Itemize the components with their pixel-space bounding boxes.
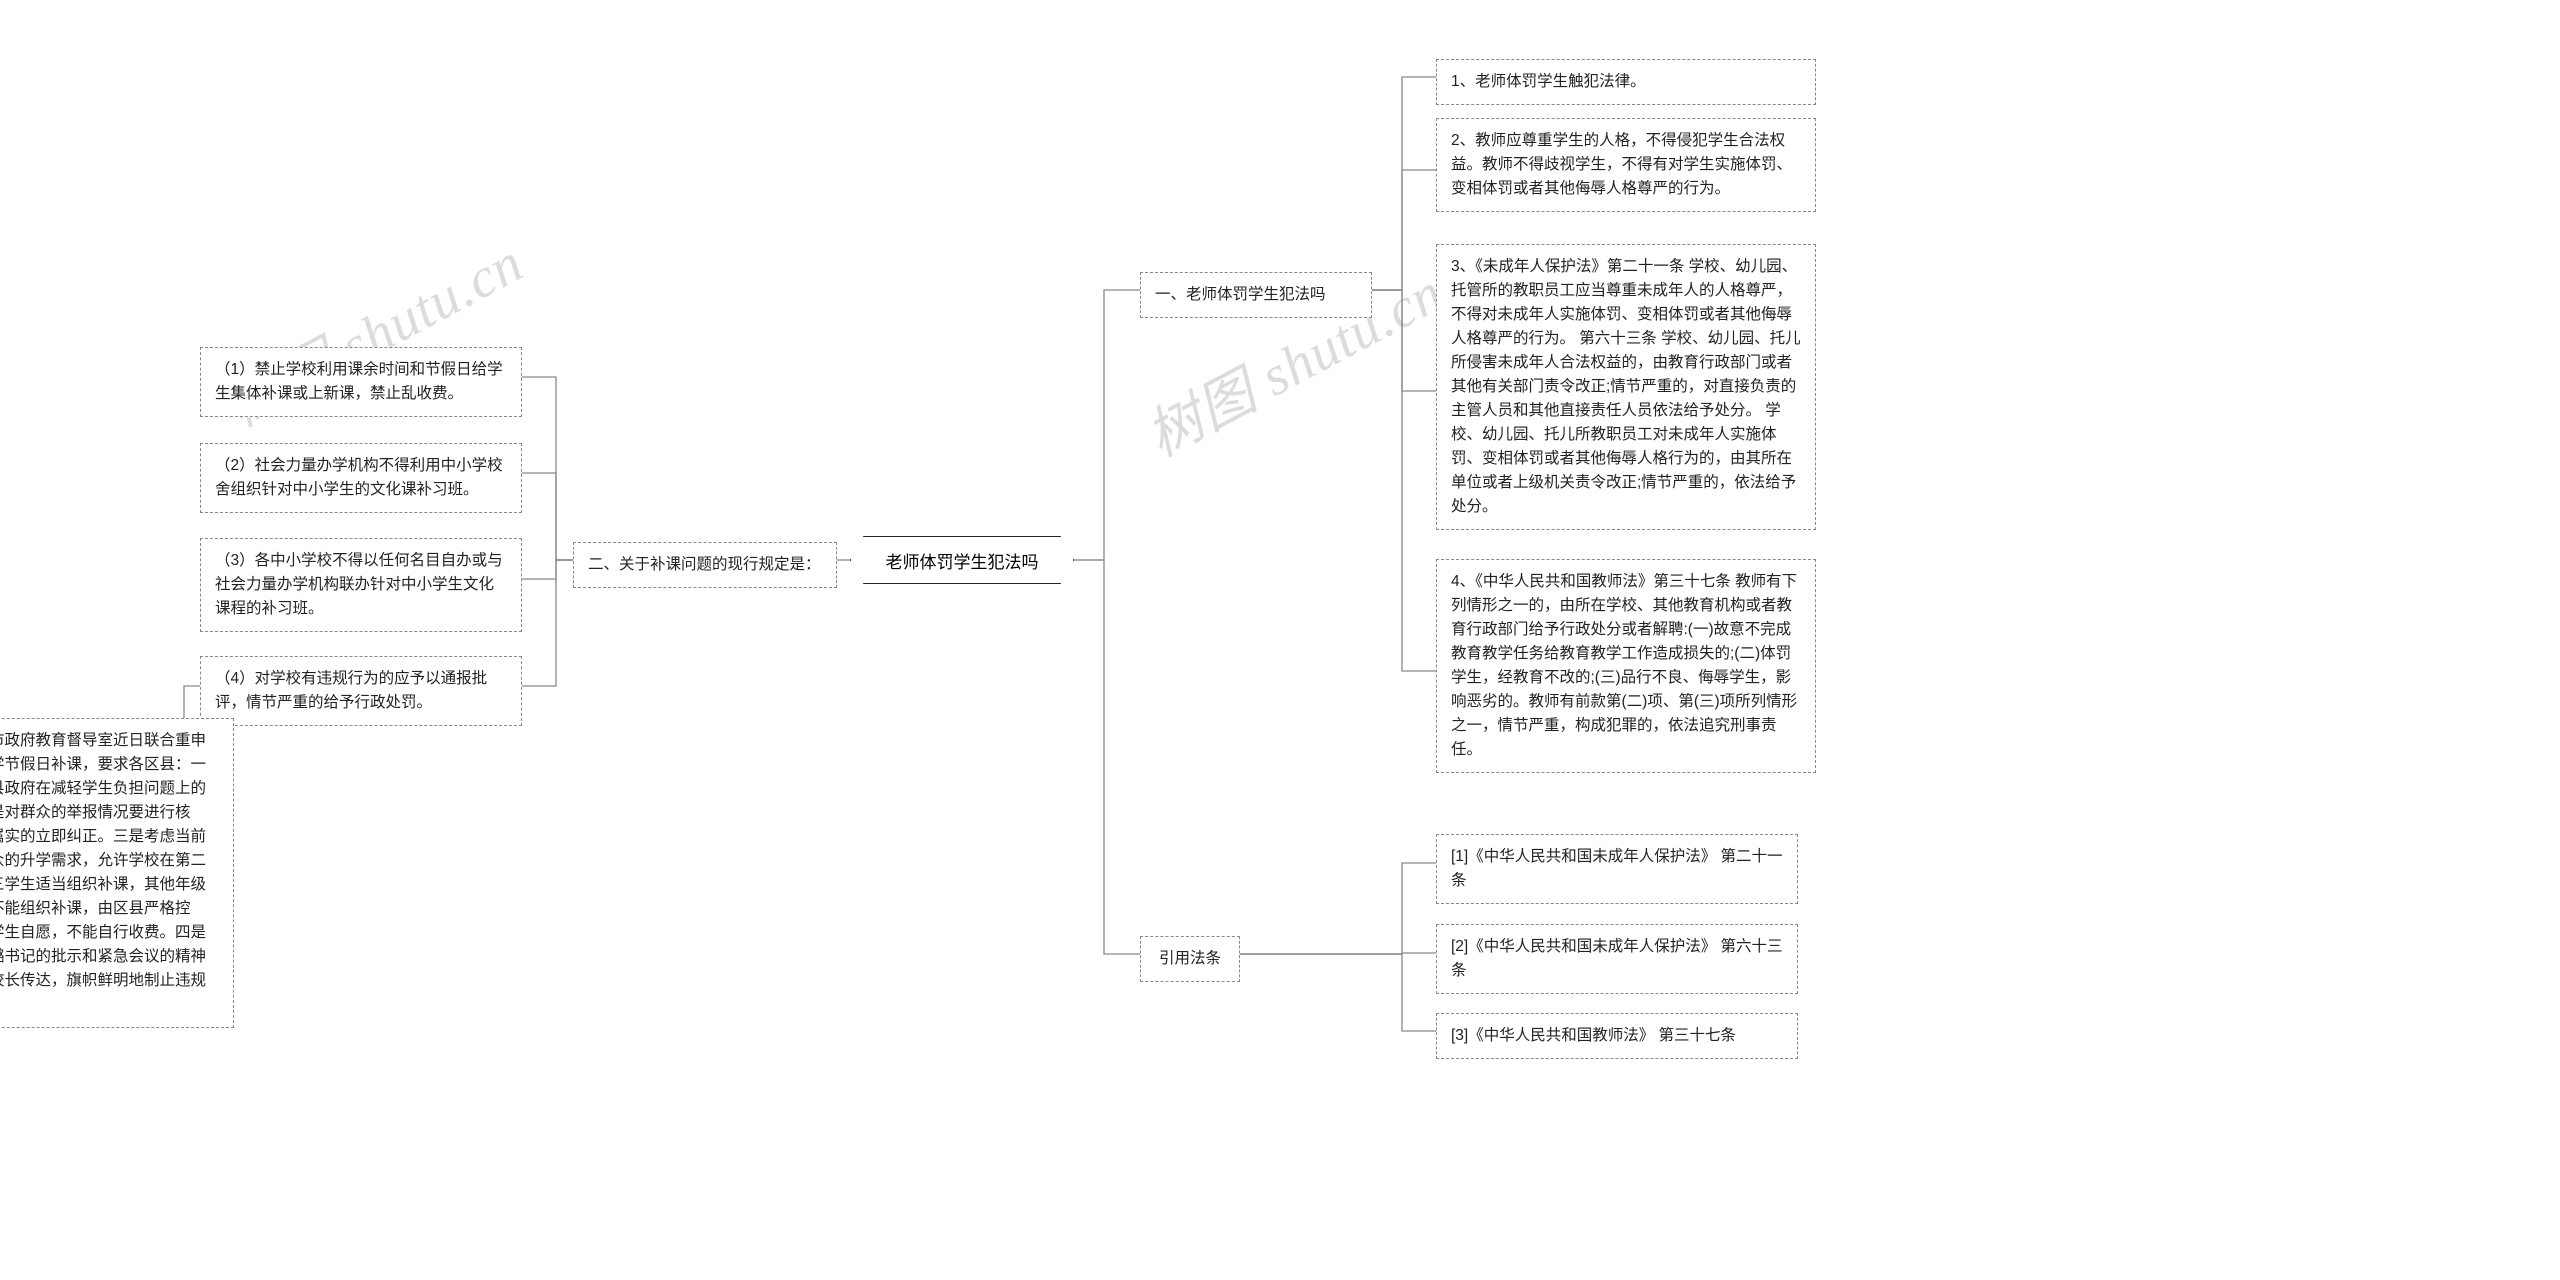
root-label: 老师体罚学生犯法吗 (886, 548, 1039, 573)
node-text: [1]《中华人民共和国未成年人保护法》 第二十一条 (1451, 848, 1783, 889)
node-text: （2）社会力量办学机构不得利用中小学校舍组织针对中小学生的文化课补习班。 (215, 457, 503, 498)
node-text: 1、老师体罚学生触犯法律。 (1451, 73, 1646, 90)
branch-2[interactable]: 二、关于补课问题的现行规定是： (573, 542, 837, 588)
branch-1-child-1[interactable]: 1、老师体罚学生触犯法律。 (1436, 59, 1816, 105)
node-text: （1）禁止学校利用课余时间和节假日给学生集体补课或上新课，禁止乱收费。 (215, 361, 503, 402)
branch-2-label: 二、关于补课问题的现行规定是： (588, 556, 821, 573)
branch-2-child-1[interactable]: （1）禁止学校利用课余时间和节假日给学生集体补课或上新课，禁止乱收费。 (200, 347, 522, 417)
node-text: （4）对学校有违规行为的应予以通报批评，情节严重的给予行政处罚。 (215, 670, 487, 711)
node-text: 2、教师应尊重学生的人格，不得侵犯学生合法权益。教师不得歧视学生，不得有对学生实… (1451, 132, 1792, 197)
branch-3-child-2[interactable]: [2]《中华人民共和国未成年人保护法》 第六十三条 (1436, 924, 1798, 994)
branch-3-child-3[interactable]: [3]《中华人民共和国教师法》 第三十七条 (1436, 1013, 1798, 1059)
branch-1[interactable]: 一、老师体罚学生犯法吗 (1140, 272, 1372, 318)
connectors-layer (0, 0, 2560, 1280)
branch-3[interactable]: 引用法条 (1140, 936, 1240, 982)
branch-1-label: 一、老师体罚学生犯法吗 (1155, 286, 1326, 303)
branch-1-child-2[interactable]: 2、教师应尊重学生的人格，不得侵犯学生合法权益。教师不得歧视学生，不得有对学生实… (1436, 118, 1816, 212)
node-text: 3、《未成年人保护法》第二十一条 学校、幼儿园、托管所的教职员工应当尊重未成年人… (1451, 258, 1801, 515)
node-text: [3]《中华人民共和国教师法》 第三十七条 (1451, 1027, 1736, 1044)
node-text: 市教委、市政府教育督导室近日联合重申严禁中小学节假日补课，要求各区县：一是落实区… (0, 732, 206, 1013)
branch-2-child-4-sub[interactable]: 市教委、市政府教育督导室近日联合重申严禁中小学节假日补课，要求各区县：一是落实区… (0, 718, 234, 1028)
branch-1-child-4[interactable]: 4、《中华人民共和国教师法》第三十七条 教师有下列情形之一的，由所在学校、其他教… (1436, 559, 1816, 773)
node-text: 4、《中华人民共和国教师法》第三十七条 教师有下列情形之一的，由所在学校、其他教… (1451, 573, 1797, 758)
branch-2-child-2[interactable]: （2）社会力量办学机构不得利用中小学校舍组织针对中小学生的文化课补习班。 (200, 443, 522, 513)
branch-2-child-4[interactable]: （4）对学校有违规行为的应予以通报批评，情节严重的给予行政处罚。 (200, 656, 522, 726)
node-text: [2]《中华人民共和国未成年人保护法》 第六十三条 (1451, 938, 1783, 979)
root-node[interactable]: 老师体罚学生犯法吗 (850, 536, 1074, 584)
branch-1-child-3[interactable]: 3、《未成年人保护法》第二十一条 学校、幼儿园、托管所的教职员工应当尊重未成年人… (1436, 244, 1816, 530)
node-text: （3）各中小学校不得以任何名目自办或与社会力量办学机构联办针对中小学生文化课程的… (215, 552, 503, 617)
branch-3-label: 引用法条 (1159, 950, 1221, 967)
branch-3-child-1[interactable]: [1]《中华人民共和国未成年人保护法》 第二十一条 (1436, 834, 1798, 904)
branch-2-child-3[interactable]: （3）各中小学校不得以任何名目自办或与社会力量办学机构联办针对中小学生文化课程的… (200, 538, 522, 632)
